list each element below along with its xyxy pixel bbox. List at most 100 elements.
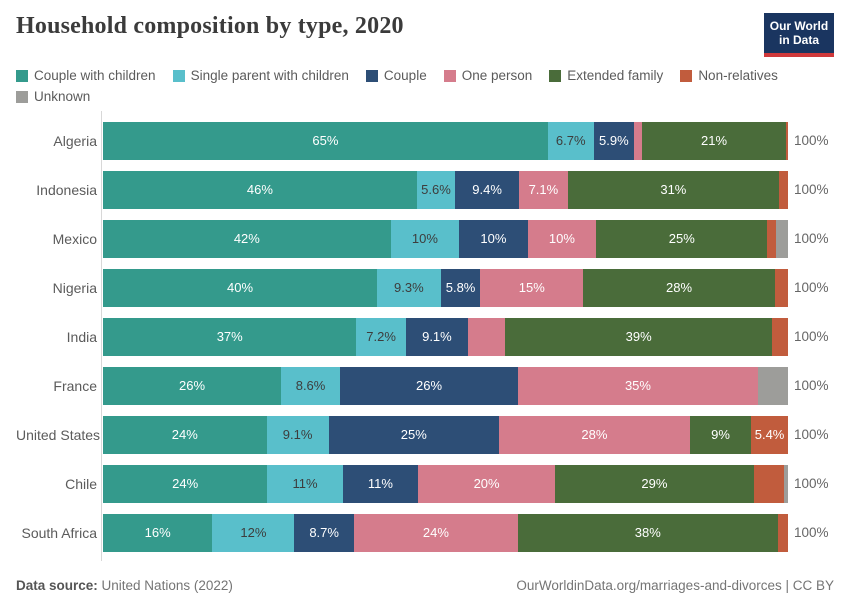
legend-item-single-parent-with-children[interactable]: Single parent with children [172, 68, 349, 83]
bar-segment-single-parent-with-children[interactable]: 8.6% [281, 366, 340, 405]
legend-swatch-icon [365, 69, 378, 82]
bar-segment-extended-family[interactable]: 21% [642, 121, 786, 160]
legend-swatch-icon [16, 69, 28, 82]
legend-item-couple-with-children[interactable]: Couple with children [16, 68, 156, 83]
bar-segment-single-parent-with-children[interactable]: 6.7% [547, 121, 594, 160]
bar-segment-single-parent-with-children[interactable]: 9.1% [266, 415, 329, 454]
bar-segment-single-parent-with-children[interactable]: 12% [212, 513, 295, 552]
header: Household composition by type, 2020 Our … [16, 13, 834, 59]
bar-segment-couple[interactable]: 5.8% [440, 268, 481, 307]
y-axis-line [101, 111, 102, 561]
country-label: United States [16, 426, 101, 443]
bar-segment-unknown[interactable] [757, 366, 788, 405]
legend-label: Couple with children [34, 68, 156, 83]
bar-segment-couple[interactable]: 8.7% [294, 513, 354, 552]
bar-segment-one-person[interactable] [468, 317, 506, 356]
bar-segment-extended-family[interactable]: 29% [555, 464, 754, 503]
stacked-bar: 24% 11% 11% 20% 29% [103, 464, 788, 503]
bar-segment-one-person[interactable]: 15% [480, 268, 584, 307]
bar-segment-extended-family[interactable]: 25% [596, 219, 768, 258]
bar-segment-single-parent-with-children[interactable]: 10% [390, 219, 460, 258]
country-label: Algeria [53, 132, 97, 149]
bar-segment-couple[interactable]: 5.9% [593, 121, 634, 160]
bar-segment-extended-family[interactable]: 9% [689, 415, 752, 454]
bar-segment-extended-family[interactable]: 31% [567, 170, 780, 209]
bar-segment-unknown[interactable] [783, 464, 788, 503]
bar-segment-non-relatives[interactable] [767, 219, 776, 258]
stacked-bar: 16% 12% 8.7% 24% 38% [103, 513, 788, 552]
bar-segment-non-relatives[interactable] [785, 121, 788, 160]
bar-segment-couple-with-children[interactable]: 42% [103, 219, 391, 258]
bar-segment-couple[interactable]: 26% [340, 366, 519, 405]
footer-link: OurWorldinData.org/marriages-and-divorce… [516, 578, 834, 593]
bar-segment-couple-with-children[interactable]: 65% [103, 121, 548, 160]
bar-segment-non-relatives[interactable] [774, 268, 788, 307]
bar-segment-one-person[interactable]: 20% [418, 464, 556, 503]
legend-label: Unknown [34, 89, 91, 104]
country-label: Nigeria [52, 279, 97, 296]
legend-item-one-person[interactable]: One person [443, 68, 533, 83]
bar-segment-non-relatives[interactable] [753, 464, 784, 503]
legend-item-unknown[interactable]: Unknown [16, 89, 90, 104]
bar-segment-couple[interactable]: 10% [459, 219, 528, 258]
country-label: France [53, 377, 97, 394]
total-label: 100% [794, 182, 829, 197]
data-source: Data source: United Nations (2022) [16, 578, 233, 593]
bar-segment-extended-family[interactable]: 38% [517, 513, 778, 552]
stacked-bar: 46% 5.6% 9.4% 7.1% 31% [103, 170, 788, 209]
legend-label: One person [461, 68, 533, 83]
bar-segment-couple-with-children[interactable]: 16% [103, 513, 213, 552]
bar-row-india: India 37% 7.2% 9.1% 39% 100% [16, 312, 834, 361]
bar-segment-couple-with-children[interactable]: 24% [103, 415, 267, 454]
owid-logo[interactable]: Our World in Data [764, 13, 834, 57]
footer: Data source: United Nations (2022) OurWo… [16, 578, 834, 593]
legend-item-extended-family[interactable]: Extended family [549, 68, 663, 83]
bar-segment-single-parent-with-children[interactable]: 11% [267, 464, 343, 503]
data-source-prefix: Data source: [16, 578, 98, 593]
bar-segment-couple-with-children[interactable]: 24% [103, 464, 268, 503]
bar-segment-non-relatives[interactable]: 5.4% [751, 415, 788, 454]
bar-segment-couple[interactable]: 9.1% [405, 317, 469, 356]
bar-row-south-africa: South Africa 16% 12% 8.7% 24% 38% 100% [16, 508, 834, 557]
legend-label: Non-relatives [698, 68, 778, 83]
bar-row-nigeria: Nigeria 40% 9.3% 5.8% 15% 28% 100% [16, 263, 834, 312]
bar-segment-couple-with-children[interactable]: 37% [103, 317, 357, 356]
bar-segment-one-person[interactable]: 35% [518, 366, 758, 405]
legend-label: Single parent with children [190, 68, 349, 83]
total-label: 100% [794, 378, 829, 393]
bar-row-france: France 26% 8.6% 26% 35% 100% [16, 361, 834, 410]
total-label: 100% [794, 476, 829, 491]
bar-segment-single-parent-with-children[interactable]: 7.2% [356, 317, 406, 356]
bar-segment-one-person[interactable]: 7.1% [519, 170, 568, 209]
bar-segment-one-person[interactable]: 28% [498, 415, 690, 454]
country-label: India [66, 328, 97, 345]
legend-item-couple[interactable]: Couple [365, 68, 427, 83]
bar-segment-unknown[interactable] [775, 219, 788, 258]
bar-segment-non-relatives[interactable] [772, 317, 788, 356]
bar-segment-non-relatives[interactable] [777, 513, 788, 552]
bar-segment-single-parent-with-children[interactable]: 5.6% [416, 170, 456, 209]
bar-segment-couple-with-children[interactable]: 46% [103, 170, 417, 209]
bar-segment-one-person[interactable]: 10% [527, 219, 597, 258]
bar-segment-couple-with-children[interactable]: 40% [103, 268, 377, 307]
stacked-bar: 40% 9.3% 5.8% 15% 28% [103, 268, 788, 307]
bar-segment-couple-with-children[interactable]: 26% [103, 366, 282, 405]
owid-logo-line2: in Data [778, 33, 819, 48]
legend-item-non-relatives[interactable]: Non-relatives [680, 68, 778, 83]
page-title: Household composition by type, 2020 [16, 13, 404, 39]
bar-segment-non-relatives[interactable] [779, 170, 788, 209]
legend-swatch-icon [443, 69, 456, 82]
country-label: Mexico [52, 230, 97, 247]
bar-segment-extended-family[interactable]: 28% [583, 268, 775, 307]
bar-segment-one-person[interactable] [634, 121, 643, 160]
bar-segment-couple[interactable]: 25% [328, 415, 499, 454]
bar-segment-couple[interactable]: 9.4% [455, 170, 520, 209]
bar-segment-one-person[interactable]: 24% [353, 513, 518, 552]
legend-label: Couple [383, 68, 427, 83]
bar-segment-extended-family[interactable]: 39% [505, 317, 773, 356]
chart-page: Household composition by type, 2020 Our … [0, 13, 850, 593]
legend-swatch-icon [680, 69, 693, 82]
total-label: 100% [794, 329, 829, 344]
bar-segment-couple[interactable]: 11% [342, 464, 419, 503]
bar-segment-single-parent-with-children[interactable]: 9.3% [377, 268, 441, 307]
